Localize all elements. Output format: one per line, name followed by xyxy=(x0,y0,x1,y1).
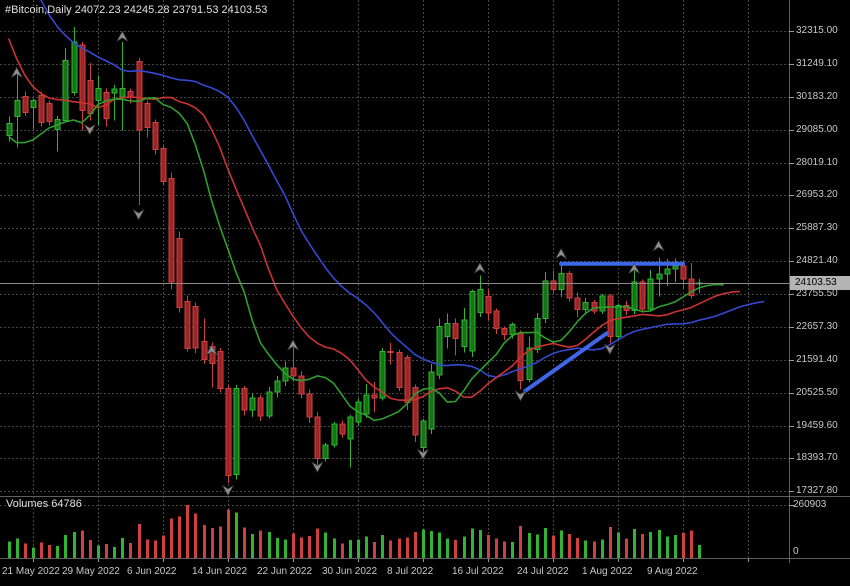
fractal-up-arrow-icon xyxy=(628,262,641,274)
fractal-down-arrow-icon xyxy=(604,343,616,355)
volume-bars xyxy=(8,505,701,558)
fractal-up-arrow-icon xyxy=(652,240,665,252)
price-pane xyxy=(0,0,789,496)
fractal-up-arrow-icon xyxy=(116,30,129,42)
fractal-up-arrow-icon xyxy=(555,247,567,259)
fractal-up-arrow-icon xyxy=(287,339,299,351)
fractal-down-arrow-icon xyxy=(311,461,324,473)
fractal-up-arrow-icon xyxy=(205,344,218,356)
fractal-down-arrow-icon xyxy=(222,485,234,496)
alligator-teeth-line xyxy=(7,38,740,402)
fractal-down-arrow-icon xyxy=(132,209,145,221)
alligator-lips-line xyxy=(8,97,724,422)
fractal-up-arrow-icon xyxy=(10,66,23,78)
fractal-down-arrow-icon xyxy=(417,448,429,460)
alligator-jaw-line xyxy=(40,0,765,378)
grid-lines xyxy=(0,0,789,558)
fractal-down-arrow-icon xyxy=(514,390,527,402)
axis-decorations xyxy=(0,0,850,563)
fractal-down-arrow-icon xyxy=(83,124,96,136)
trendline-object[interactable] xyxy=(523,331,609,393)
fractal-up-arrow-icon xyxy=(474,262,486,274)
